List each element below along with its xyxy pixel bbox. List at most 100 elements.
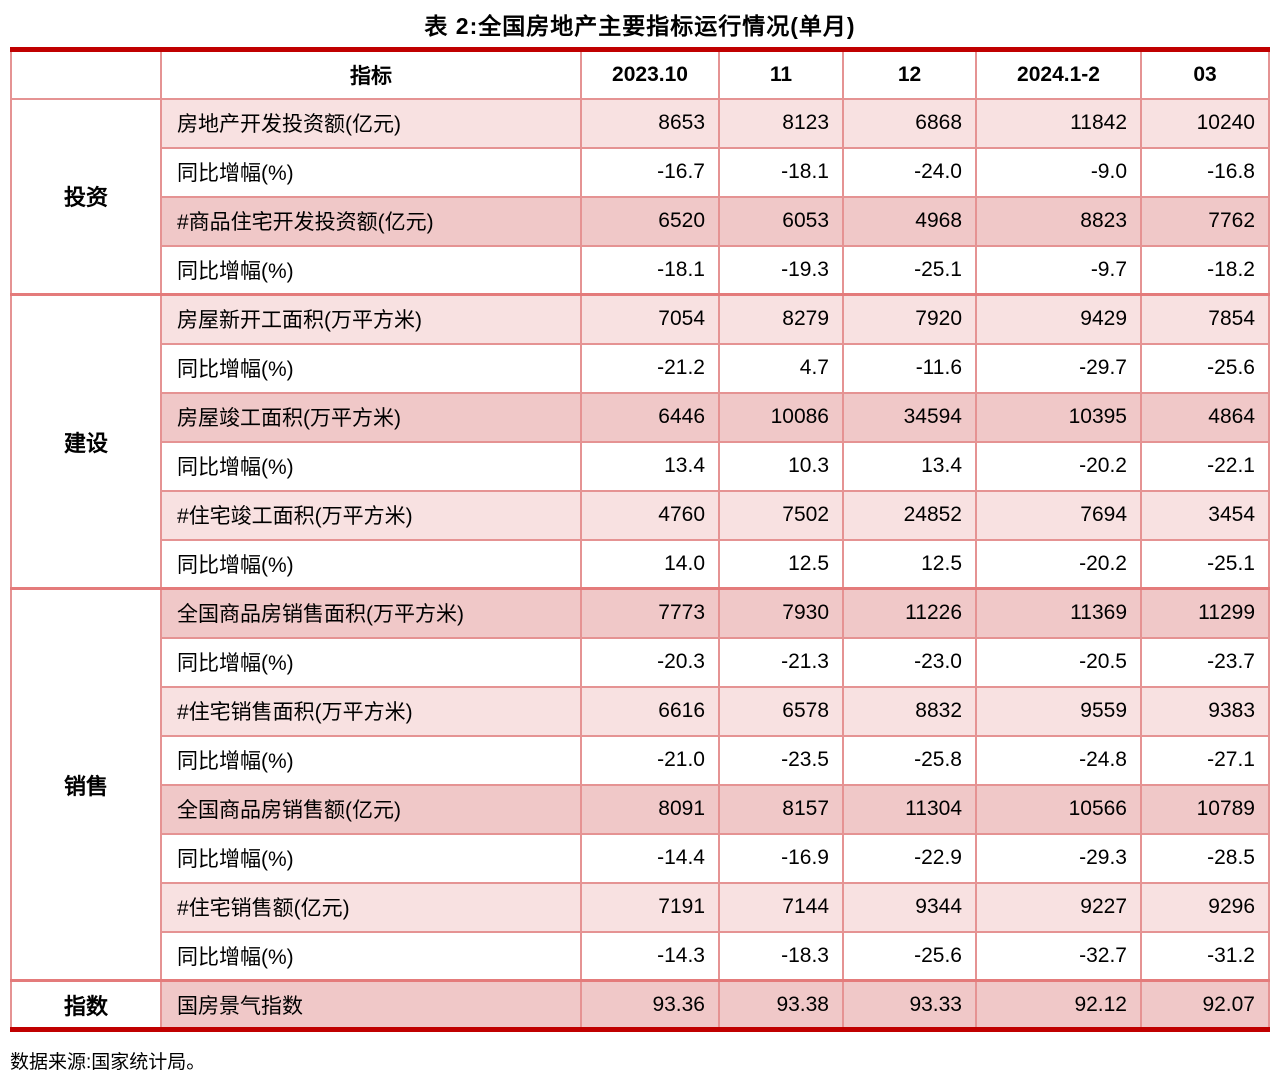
cell-value: 92.07 [1140, 979, 1270, 1031]
cell-value: 11369 [975, 587, 1142, 639]
group-label: 销售 [10, 587, 162, 982]
cell-value: -21.2 [580, 342, 720, 394]
cell-value: 8653 [580, 97, 720, 149]
cell-value: 9559 [975, 685, 1142, 737]
data-source-note: 数据来源:国家统计局。 [10, 1052, 206, 1073]
cell-value: 8279 [718, 293, 844, 345]
table-row: 同比增幅(%) -20.3 -21.3 -23.0 -20.5 -23.7 [11, 636, 1270, 688]
row-label: 同比增幅(%) [160, 440, 582, 492]
row-label: 同比增幅(%) [160, 930, 582, 982]
table-title: 表 2:全国房地产主要指标运行情况(单月) [424, 12, 856, 39]
cell-value: -16.9 [718, 832, 844, 884]
cell-value: 6616 [580, 685, 720, 737]
cell-value: 10395 [975, 391, 1142, 443]
table-row: 同比增幅(%) -18.1 -19.3 -25.1 -9.7 -18.2 [11, 244, 1270, 296]
cell-value: 11299 [1140, 587, 1270, 639]
row-label: 同比增幅(%) [160, 146, 582, 198]
row-label: 全国商品房销售额(亿元) [160, 783, 582, 835]
cell-value: 4968 [842, 195, 977, 247]
cell-value: 12.5 [842, 538, 977, 590]
cell-value: 93.33 [842, 979, 977, 1031]
cell-value: -19.3 [718, 244, 844, 296]
cell-value: 9344 [842, 881, 977, 933]
header-period-12: 12 [842, 48, 977, 100]
table-row: 指数 国房景气指数 93.36 93.38 93.33 92.12 92.07 [10, 979, 1270, 1031]
cell-value: -25.1 [1140, 538, 1270, 590]
cell-value: -32.7 [975, 930, 1142, 982]
row-label: #住宅竣工面积(万平方米) [160, 489, 582, 541]
cell-value: 8123 [718, 97, 844, 149]
group-label: 建设 [10, 293, 162, 590]
cell-value: 93.38 [718, 979, 844, 1031]
cell-value: -20.2 [975, 538, 1142, 590]
indicators-table: 指标 2023.10 11 12 2024.1-2 03 投资 房地产开发投资额(… [10, 47, 1270, 1032]
cell-value: 24852 [842, 489, 977, 541]
cell-value: 6578 [718, 685, 844, 737]
cell-value: -25.6 [1140, 342, 1270, 394]
cell-value: 9227 [975, 881, 1142, 933]
cell-value: 34594 [842, 391, 977, 443]
cell-value: 7144 [718, 881, 844, 933]
cell-value: -22.1 [1140, 440, 1270, 492]
row-label: 同比增幅(%) [160, 832, 582, 884]
cell-value: -24.0 [842, 146, 977, 198]
cell-value: 12.5 [718, 538, 844, 590]
cell-value: 6868 [842, 97, 977, 149]
table-row: 同比增幅(%) -14.4 -16.9 -22.9 -29.3 -28.5 [11, 832, 1270, 884]
cell-value: -18.3 [718, 930, 844, 982]
cell-value: -25.6 [842, 930, 977, 982]
row-label: 全国商品房销售面积(万平方米) [160, 587, 582, 639]
row-label: #商品住宅开发投资额(亿元) [160, 195, 582, 247]
cell-value: -11.6 [842, 342, 977, 394]
cell-value: -23.7 [1140, 636, 1270, 688]
cell-value: 4864 [1140, 391, 1270, 443]
header-period-11: 11 [718, 48, 844, 100]
cell-value: 3454 [1140, 489, 1270, 541]
cell-value: 7930 [718, 587, 844, 639]
cell-value: 10.3 [718, 440, 844, 492]
table-row: 投资 房地产开发投资额(亿元) 8653 8123 6868 11842 10240 [10, 97, 1270, 296]
cell-value: 92.12 [975, 979, 1142, 1031]
cell-value: -18.1 [580, 244, 720, 296]
header-blank-cell [10, 48, 162, 100]
cell-value: -25.1 [842, 244, 977, 296]
cell-value: -22.9 [842, 832, 977, 884]
cell-value: -27.1 [1140, 734, 1270, 786]
header-indicator: 指标 [160, 48, 582, 100]
cell-value: -16.8 [1140, 146, 1270, 198]
cell-value: 6520 [580, 195, 720, 247]
table-row: 建设 房屋新开工面积(万平方米) 7054 8279 7920 9429 7854 [10, 293, 1270, 590]
cell-value: -21.0 [580, 734, 720, 786]
cell-value: -29.3 [975, 832, 1142, 884]
cell-value: -29.7 [975, 342, 1142, 394]
table-body: 投资 房地产开发投资额(亿元) 8653 8123 6868 11842 10240 同比增幅… [10, 97, 1270, 1031]
cell-value: -20.5 [975, 636, 1142, 688]
cell-value: -24.8 [975, 734, 1142, 786]
cell-value: 9429 [975, 293, 1142, 345]
cell-value: 10240 [1140, 97, 1270, 149]
cell-value: 4.7 [718, 342, 844, 394]
cell-value: 13.4 [842, 440, 977, 492]
row-label: #住宅销售面积(万平方米) [160, 685, 582, 737]
cell-value: 13.4 [580, 440, 720, 492]
table-row: #住宅销售面积(万平方米) 6616 6578 8832 9559 9383 [11, 685, 1270, 737]
cell-value: -23.5 [718, 734, 844, 786]
cell-value: 10789 [1140, 783, 1270, 835]
table-row: 同比增幅(%) -21.2 4.7 -11.6 -29.7 -25.6 [11, 342, 1270, 394]
cell-value: 8157 [718, 783, 844, 835]
cell-value: -21.3 [718, 636, 844, 688]
row-label: 国房景气指数 [160, 979, 582, 1031]
cell-value: -23.0 [842, 636, 977, 688]
cell-value: 7773 [580, 587, 720, 639]
table-row: 同比增幅(%) -21.0 -23.5 -25.8 -24.8 -27.1 [11, 734, 1270, 786]
cell-value: -9.7 [975, 244, 1142, 296]
cell-value: -28.5 [1140, 832, 1270, 884]
cell-value: 7920 [842, 293, 977, 345]
cell-value: 7762 [1140, 195, 1270, 247]
row-label: 同比增幅(%) [160, 244, 582, 296]
row-label: 同比增幅(%) [160, 734, 582, 786]
row-label: 同比增幅(%) [160, 538, 582, 590]
table-row: 房屋竣工面积(万平方米) 6446 10086 34594 10395 4864 [11, 391, 1270, 443]
cell-value: -20.3 [580, 636, 720, 688]
table-row: 同比增幅(%) -16.7 -18.1 -24.0 -9.0 -16.8 [11, 146, 1270, 198]
